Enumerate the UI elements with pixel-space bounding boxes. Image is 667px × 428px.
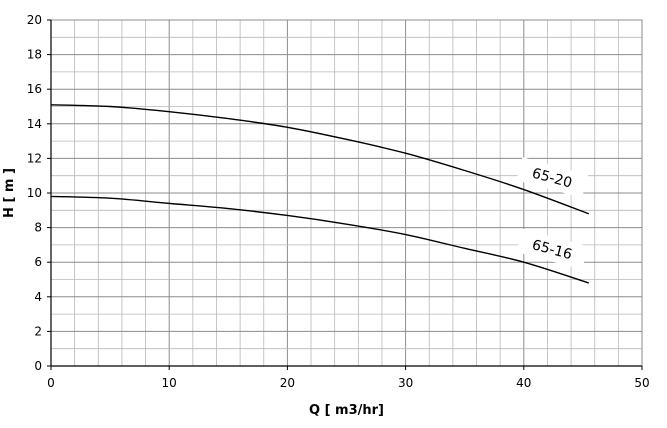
y-tick-label: 18 xyxy=(27,48,42,62)
y-tick-label: 16 xyxy=(27,82,42,96)
series-label-background xyxy=(516,228,589,270)
x-tick-label: 50 xyxy=(634,376,649,390)
series-label-background xyxy=(516,157,589,198)
x-tick-label: 20 xyxy=(280,376,295,390)
series-line-65-16 xyxy=(50,195,590,284)
y-tick-label: 8 xyxy=(34,221,42,235)
y-tick-label: 10 xyxy=(27,186,42,200)
y-tick-labels: 0 2 4 6 8 10 12 14 16 18 20 xyxy=(27,13,51,373)
y-tick-label: 12 xyxy=(27,151,42,165)
x-tick-label: 40 xyxy=(516,376,531,390)
y-tick-label: 20 xyxy=(27,13,42,27)
y-axis-label: H [ m ] xyxy=(2,168,17,218)
y-tick-label: 2 xyxy=(34,324,42,338)
y-tick-label: 14 xyxy=(27,117,42,131)
x-tick-label: 10 xyxy=(162,376,177,390)
series-label-group: 65-20 xyxy=(516,157,589,198)
y-tick-label: 4 xyxy=(34,290,42,304)
x-axis-label: Q [ m3/hr] xyxy=(309,403,384,418)
x-tick-label: 30 xyxy=(398,376,413,390)
series-lines xyxy=(50,104,590,284)
x-tick-labels: 0 10 20 30 40 50 xyxy=(47,366,650,390)
grid xyxy=(50,19,643,367)
x-tick-label: 0 xyxy=(47,376,55,390)
y-tick-label: 0 xyxy=(34,359,42,373)
series-line-65-20 xyxy=(50,104,590,215)
y-tick-label: 6 xyxy=(34,255,42,269)
